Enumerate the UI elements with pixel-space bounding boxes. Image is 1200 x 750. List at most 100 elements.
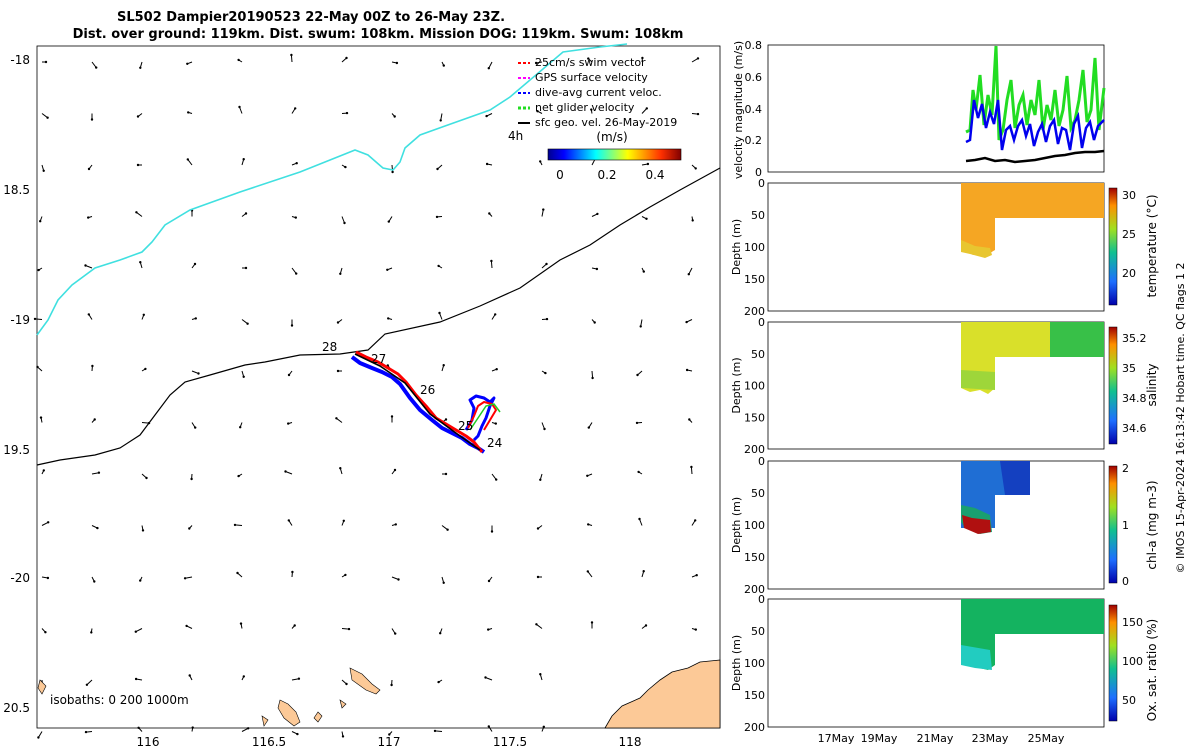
velocity-arrow-head <box>494 422 497 425</box>
velocity-arrow-head <box>345 682 348 686</box>
salinity-field-fresh <box>1050 322 1104 357</box>
velocity-arrow-head <box>33 317 37 321</box>
velocity-arrow-head <box>297 677 301 680</box>
title-line2: Dist. over ground: 119km. Dist. swum: 10… <box>73 27 684 42</box>
lat-tick-20: -20 <box>10 571 30 585</box>
oxy-cb-label: Ox. sat. ratio (%) <box>1145 619 1159 721</box>
velocity-arrow-head <box>93 418 96 421</box>
depth-tick-0-50: 50 <box>751 209 765 222</box>
velocity-arrow-head <box>142 313 145 316</box>
temp-cb-label: temperature (°C) <box>1145 195 1159 298</box>
velocity-arrow-head <box>187 111 190 114</box>
velocity-arrow-head <box>694 628 697 631</box>
velocity-arrow-head <box>144 367 147 371</box>
velocity-arrow-head <box>90 631 93 634</box>
velocity-arrow-head <box>335 417 338 420</box>
velocity-arrow-head <box>191 726 194 729</box>
depth-tick-1-50: 50 <box>751 348 765 361</box>
velocity-arrow-head <box>347 627 351 631</box>
velocity-arrow-head <box>46 576 50 580</box>
sal-cb-34.6: 34.6 <box>1122 422 1147 435</box>
velocity-arrow-head <box>535 623 538 626</box>
depth-tick-1-150: 150 <box>744 411 765 424</box>
velocity-arrow-head <box>247 727 250 730</box>
oxygen-field-deep <box>961 645 992 670</box>
track-label-27: 27 <box>371 352 386 366</box>
depth-tick-0-0: 0 <box>758 177 765 190</box>
depth-ylabel-2: Depth (m) <box>730 497 743 553</box>
depth-ylabel-1: Depth (m) <box>730 357 743 413</box>
sal-cb-35: 35 <box>1122 362 1136 375</box>
velocity-arrow-head <box>543 427 546 431</box>
velocity-arrow-head <box>290 324 294 327</box>
title-line1: SL502 Dampier20190523 22-May 00Z to 26-M… <box>117 10 505 25</box>
velocity-arrow-head <box>539 478 542 481</box>
velocity-arrow-head <box>97 471 101 474</box>
map-frame <box>36 45 721 729</box>
velocity-arrow-head <box>388 733 391 736</box>
velocity-arrow-head <box>442 581 445 584</box>
velocity-arrow-head <box>141 529 145 532</box>
velocity-arrow-head <box>46 116 49 119</box>
velocity-arrow-head <box>246 322 249 325</box>
velocity-arrow-head <box>487 628 490 631</box>
chl-colorbar <box>1108 465 1118 584</box>
lon-tick-117.5: 117.5 <box>493 735 527 749</box>
velocity-arrow-head <box>687 273 690 276</box>
lat-tick-19: -19 <box>10 313 30 327</box>
velocity-arrows <box>33 53 700 739</box>
velocity-arrow-head <box>287 422 290 425</box>
legend-dive: dive-avg current veloc. <box>535 86 662 99</box>
chl-cb-2: 2 <box>1122 462 1129 475</box>
velocity-arrow-head <box>44 60 48 64</box>
series-geo <box>965 149 1105 164</box>
track-label-25: 25 <box>458 419 473 433</box>
depth-ylabel-3: Depth (m) <box>730 635 743 691</box>
velocity-arrow-head <box>587 57 590 60</box>
velocity-arrow-head <box>190 477 193 481</box>
velocity-arrow-head <box>42 469 45 472</box>
velocity-arrow-head <box>436 167 439 171</box>
velocity-arrow-head <box>495 478 498 481</box>
temp-cb-25: 25 <box>1122 228 1136 241</box>
date-tick-21May: 21May <box>917 732 954 745</box>
colorbar-tick-1: 0.2 <box>597 168 616 182</box>
oxy-cb-50: 50 <box>1122 694 1136 707</box>
velocity-arrow-head <box>336 369 340 373</box>
oxygen-panel: 150 100 50 Ox. sat. ratio (%) 17May 19Ma… <box>767 598 1159 745</box>
temperature-panel: 30 25 20 temperature (°C) <box>767 182 1159 312</box>
map-colorbar <box>547 148 682 161</box>
map-panel: 28 27 26 25 24 25cm/s swim vector GPS su… <box>3 43 721 749</box>
velocity-arrow-head <box>390 683 393 687</box>
lon-tick-118: 118 <box>619 735 642 749</box>
velocity-arrow-head <box>446 528 449 531</box>
velocity-arrow-head <box>84 730 88 734</box>
velocity-arrow-head <box>596 212 599 216</box>
depth-tick-3-50: 50 <box>751 625 765 638</box>
salinity-field-deep <box>961 370 995 390</box>
velocity-arrow-head <box>90 118 94 121</box>
velocity-arrow-head <box>85 683 89 686</box>
velocity-arrow-head <box>194 317 197 320</box>
velocity-arrow-head <box>136 163 140 167</box>
velocity-arrow-head <box>587 523 590 526</box>
velocity-arrow-head <box>139 66 142 70</box>
velocity-arrow-head <box>438 311 441 315</box>
velocity-arrow-head <box>696 57 700 60</box>
velocity-arrow-head <box>485 114 488 118</box>
velocity-arrow-head <box>239 622 243 625</box>
salinity-colorbar <box>1108 326 1118 445</box>
velocity-arrow-head <box>490 530 494 533</box>
date-tick-17May: 17May <box>818 732 855 745</box>
velocity-arrow-head <box>442 64 445 67</box>
velocity-arrow-head <box>393 468 397 472</box>
velocity-arrow-head <box>645 107 648 110</box>
velocity-arrow-head <box>139 261 142 264</box>
lon-tick-117: 117 <box>378 735 401 749</box>
velocity-arrow-head <box>44 631 47 634</box>
sal-cb-label: salinity <box>1145 363 1159 406</box>
depth-tick-2-50: 50 <box>751 487 765 500</box>
velocity-arrow-head <box>437 680 440 684</box>
depth-ylabel-0: Depth (m) <box>730 219 743 275</box>
velocity-arrow-head <box>645 217 648 220</box>
